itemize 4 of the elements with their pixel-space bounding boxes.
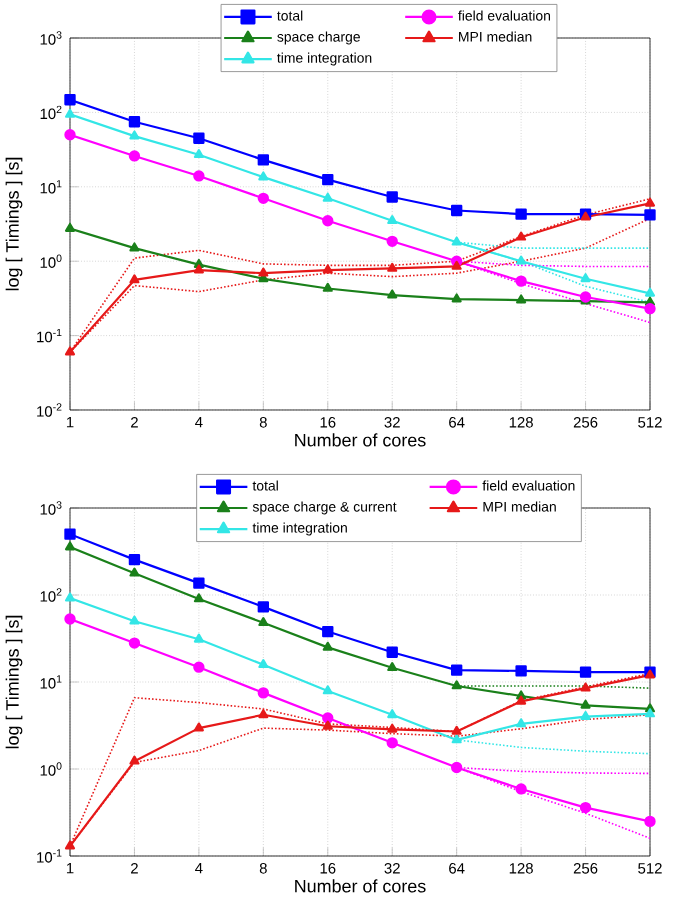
- y-axis-title: log [ Timings ] [s]: [5, 615, 23, 749]
- x-axis-title: Number of cores: [295, 433, 426, 447]
- x-axis-title: Number of cores: [295, 879, 426, 893]
- y-axis-title: log [ Timings ] [s]: [5, 157, 23, 291]
